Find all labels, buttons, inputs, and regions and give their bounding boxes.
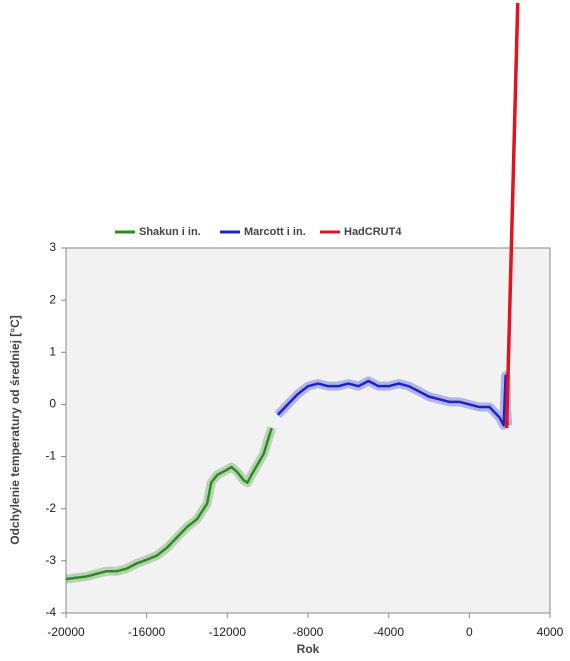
y-tick-label: 3 xyxy=(49,240,56,254)
x-tick-label: -4000 xyxy=(373,625,404,639)
x-tick-label: -20000 xyxy=(47,625,85,639)
y-tick-label: 0 xyxy=(49,397,56,411)
y-axis-label: Odchylenie temperatury od średniej [°C] xyxy=(8,315,22,545)
x-tick-label: -16000 xyxy=(128,625,166,639)
plot-area xyxy=(65,247,551,614)
y-tick-label: -4 xyxy=(45,605,56,619)
series-line xyxy=(65,427,273,581)
legend-label: Marcott i in. xyxy=(244,226,306,238)
y-tick-label: -2 xyxy=(45,501,56,515)
y-tick-label: -3 xyxy=(45,553,56,567)
x-tick-label: 4000 xyxy=(537,625,564,639)
y-tick-label: -1 xyxy=(45,449,56,463)
y-tick-label: 1 xyxy=(49,344,56,358)
legend-label: Shakun i in. xyxy=(139,226,201,238)
x-tick-label: -8000 xyxy=(293,625,324,639)
legend-label: HadCRUT4 xyxy=(344,226,402,238)
x-tick-label: 0 xyxy=(466,625,473,639)
y-tick-label: 2 xyxy=(49,292,56,306)
x-axis-label: Rok xyxy=(297,642,320,656)
x-tick-label: -12000 xyxy=(209,625,247,639)
series-line xyxy=(504,2,520,428)
series-line xyxy=(276,374,509,427)
